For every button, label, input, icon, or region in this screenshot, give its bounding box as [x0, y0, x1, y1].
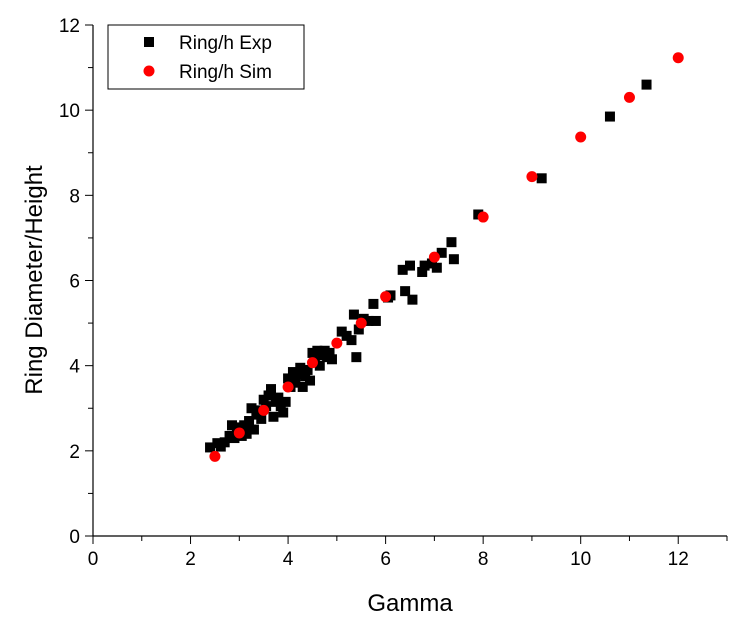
data-point-exp	[305, 375, 316, 386]
data-point-exp	[244, 416, 255, 427]
data-point-exp	[446, 237, 457, 248]
data-point-exp	[407, 294, 418, 305]
data-point-exp	[363, 315, 374, 326]
data-point-exp	[324, 347, 335, 358]
data-point-sim	[380, 291, 392, 303]
data-point-sim	[477, 211, 489, 223]
legend-box	[107, 24, 305, 90]
data-point-exp	[348, 309, 359, 320]
x-tick-label: 2	[185, 549, 196, 570]
legend: Ring/h Exp Ring/h Sim	[107, 24, 305, 90]
y-tick-label: 8	[69, 186, 80, 207]
data-point-exp	[351, 352, 362, 363]
series-sim	[209, 52, 684, 462]
x-tick-label: 12	[668, 549, 689, 570]
data-point-sim	[355, 317, 367, 329]
data-point-sim	[526, 171, 538, 183]
data-point-exp	[473, 209, 484, 220]
data-point-exp	[314, 360, 325, 371]
data-point-exp	[268, 411, 279, 422]
data-point-exp	[436, 247, 447, 258]
data-point-sim	[331, 337, 343, 349]
data-marks	[205, 52, 684, 462]
data-point-exp	[400, 286, 411, 297]
x-axis-title: Gamma	[367, 590, 453, 617]
data-point-exp	[448, 254, 459, 265]
data-point-exp	[641, 79, 652, 90]
data-point-exp	[256, 413, 267, 424]
data-point-sim	[428, 251, 440, 263]
data-point-exp	[205, 442, 216, 453]
data-point-exp	[536, 173, 547, 184]
data-point-exp	[292, 369, 303, 380]
data-point-exp	[283, 373, 294, 384]
data-point-exp	[353, 324, 364, 335]
data-point-exp	[248, 424, 259, 435]
data-point-exp	[326, 354, 337, 365]
x-tick-label: 0	[88, 549, 99, 570]
y-axis-title: Ring Diameter/Height	[21, 165, 48, 395]
data-point-exp	[302, 364, 313, 375]
legend-label-exp: Ring/h Exp	[179, 33, 272, 54]
data-point-sim	[233, 427, 245, 439]
data-point-sim	[623, 91, 635, 103]
x-tick-label: 8	[478, 549, 489, 570]
data-point-sim	[209, 450, 221, 462]
data-point-exp	[346, 335, 357, 346]
ticks: 0 2 4 6 8 10 12 0 2 4 6 8 10 12	[59, 16, 728, 570]
data-point-exp	[226, 420, 237, 431]
data-point-sim	[672, 52, 684, 64]
x-tick-label: 6	[380, 549, 391, 570]
y-tick-label: 4	[69, 357, 80, 378]
data-point-exp	[405, 260, 415, 271]
data-point-sim	[258, 404, 270, 416]
data-point-exp	[397, 264, 408, 275]
x-tick-label: 4	[283, 549, 294, 570]
data-point-exp	[431, 262, 442, 273]
legend-label-sim: Ring/h Sim	[179, 62, 272, 83]
data-point-exp	[241, 428, 252, 439]
y-tick-label: 0	[69, 527, 80, 548]
data-point-sim	[282, 381, 294, 393]
y-tick-label: 12	[59, 16, 80, 37]
y-tick-label: 6	[69, 272, 80, 293]
data-point-exp	[273, 392, 284, 403]
legend-marker-exp	[144, 37, 154, 47]
data-point-exp	[419, 260, 430, 271]
series-exp	[205, 79, 652, 453]
y-tick-label: 2	[69, 442, 80, 463]
data-point-exp	[417, 266, 428, 277]
data-point-exp	[219, 437, 230, 448]
data-point-exp	[368, 298, 379, 309]
data-point-exp	[278, 407, 289, 418]
data-point-sim	[575, 131, 587, 143]
data-point-exp	[370, 315, 381, 326]
data-point-exp	[604, 111, 615, 122]
data-point-exp	[297, 381, 308, 392]
data-point-exp	[266, 384, 277, 395]
data-point-exp	[263, 390, 274, 401]
legend-marker-sim	[143, 65, 155, 77]
data-point-exp	[290, 377, 301, 388]
data-point-exp	[246, 403, 257, 414]
data-point-exp	[295, 362, 306, 373]
x-tick-label: 10	[570, 549, 591, 570]
y-tick-label: 10	[59, 101, 80, 122]
data-point-exp	[229, 433, 240, 444]
data-point-sim	[306, 357, 318, 369]
data-point-exp	[280, 396, 291, 407]
